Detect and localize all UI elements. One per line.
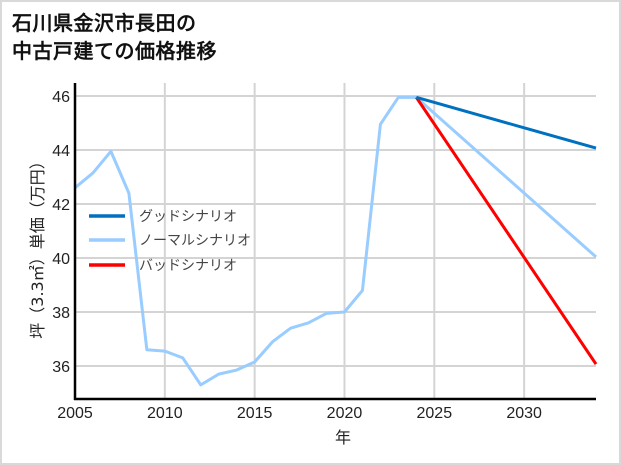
axis-ticks: 2005 2010 2015 2020 2025 2030 36 38 40 42 44 46 [52, 89, 542, 422]
y-tick-label: 36 [52, 359, 70, 376]
history-line [74, 95, 417, 387]
x-tick-label: 2030 [506, 405, 542, 422]
x-tick-label: 2025 [417, 405, 453, 422]
legend-label: ノーマルシナリオ [139, 233, 251, 249]
scenario-line [415, 96, 597, 259]
x-tick-label: 2015 [237, 405, 273, 422]
y-tick-label: 38 [52, 305, 70, 322]
x-tick-label: 2005 [57, 405, 93, 422]
legend-label: バッドシナリオ [139, 258, 237, 274]
y-tick-label: 42 [52, 197, 70, 214]
x-axis-label: 年 [335, 428, 352, 447]
x-tick-label: 2010 [147, 405, 183, 422]
chart-title-line-2: 中古戸建ての価格推移 [12, 39, 217, 63]
y-tick-label: 40 [52, 251, 70, 268]
scenario-line [415, 95, 597, 150]
data-lines [74, 95, 598, 387]
scenario-line [415, 96, 598, 365]
x-tick-label: 2020 [327, 405, 363, 422]
y-tick-label: 44 [52, 143, 70, 160]
y-tick-label: 46 [52, 89, 70, 106]
axes [73, 83, 596, 401]
chart-title-line-1: 石川県金沢市長田の [12, 11, 197, 35]
legend-label: グッドシナリオ [139, 209, 237, 225]
chart-title: 石川県金沢市長田の 中古戸建ての価格推移 [12, 9, 217, 65]
